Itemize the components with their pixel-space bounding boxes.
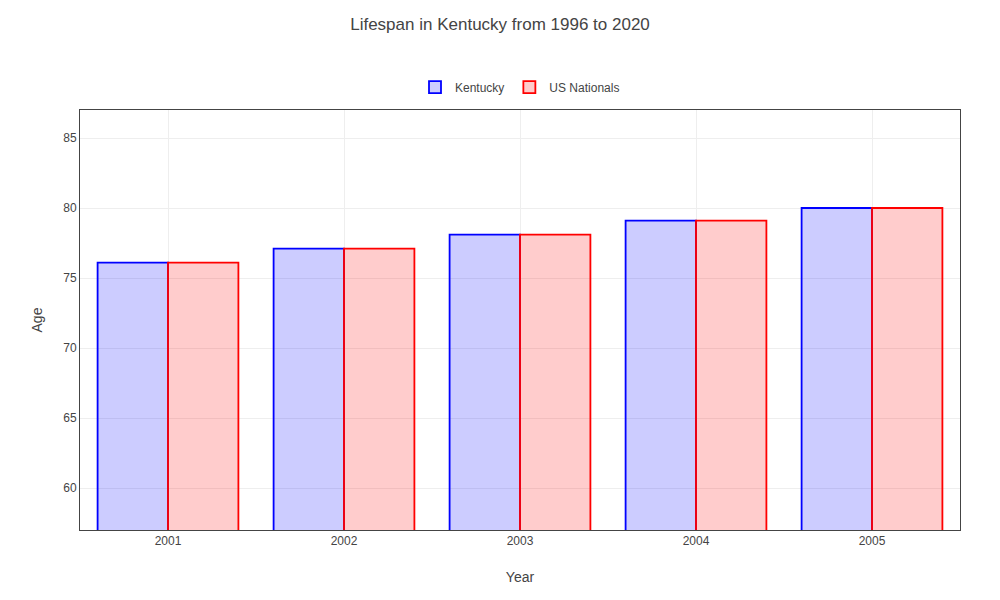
svg-text:2003: 2003 <box>507 534 534 548</box>
svg-text:Lifespan in Kentucky from 1996: Lifespan in Kentucky from 1996 to 2020 <box>350 15 650 34</box>
svg-text:60: 60 <box>63 481 77 495</box>
svg-text:Age: Age <box>29 307 45 332</box>
svg-text:2001: 2001 <box>155 534 182 548</box>
svg-text:65: 65 <box>63 411 77 425</box>
svg-text:85: 85 <box>63 131 77 145</box>
svg-text:70: 70 <box>63 341 77 355</box>
svg-text:2004: 2004 <box>683 534 710 548</box>
svg-text:Kentucky: Kentucky <box>455 81 504 95</box>
svg-text:75: 75 <box>63 271 77 285</box>
svg-text:Year: Year <box>506 569 535 585</box>
svg-text:2002: 2002 <box>331 534 358 548</box>
svg-text:US Nationals: US Nationals <box>549 81 619 95</box>
svg-text:80: 80 <box>63 201 77 215</box>
svg-text:2005: 2005 <box>859 534 886 548</box>
